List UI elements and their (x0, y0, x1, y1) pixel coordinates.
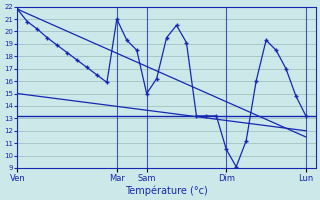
X-axis label: Température (°c): Température (°c) (125, 185, 208, 196)
